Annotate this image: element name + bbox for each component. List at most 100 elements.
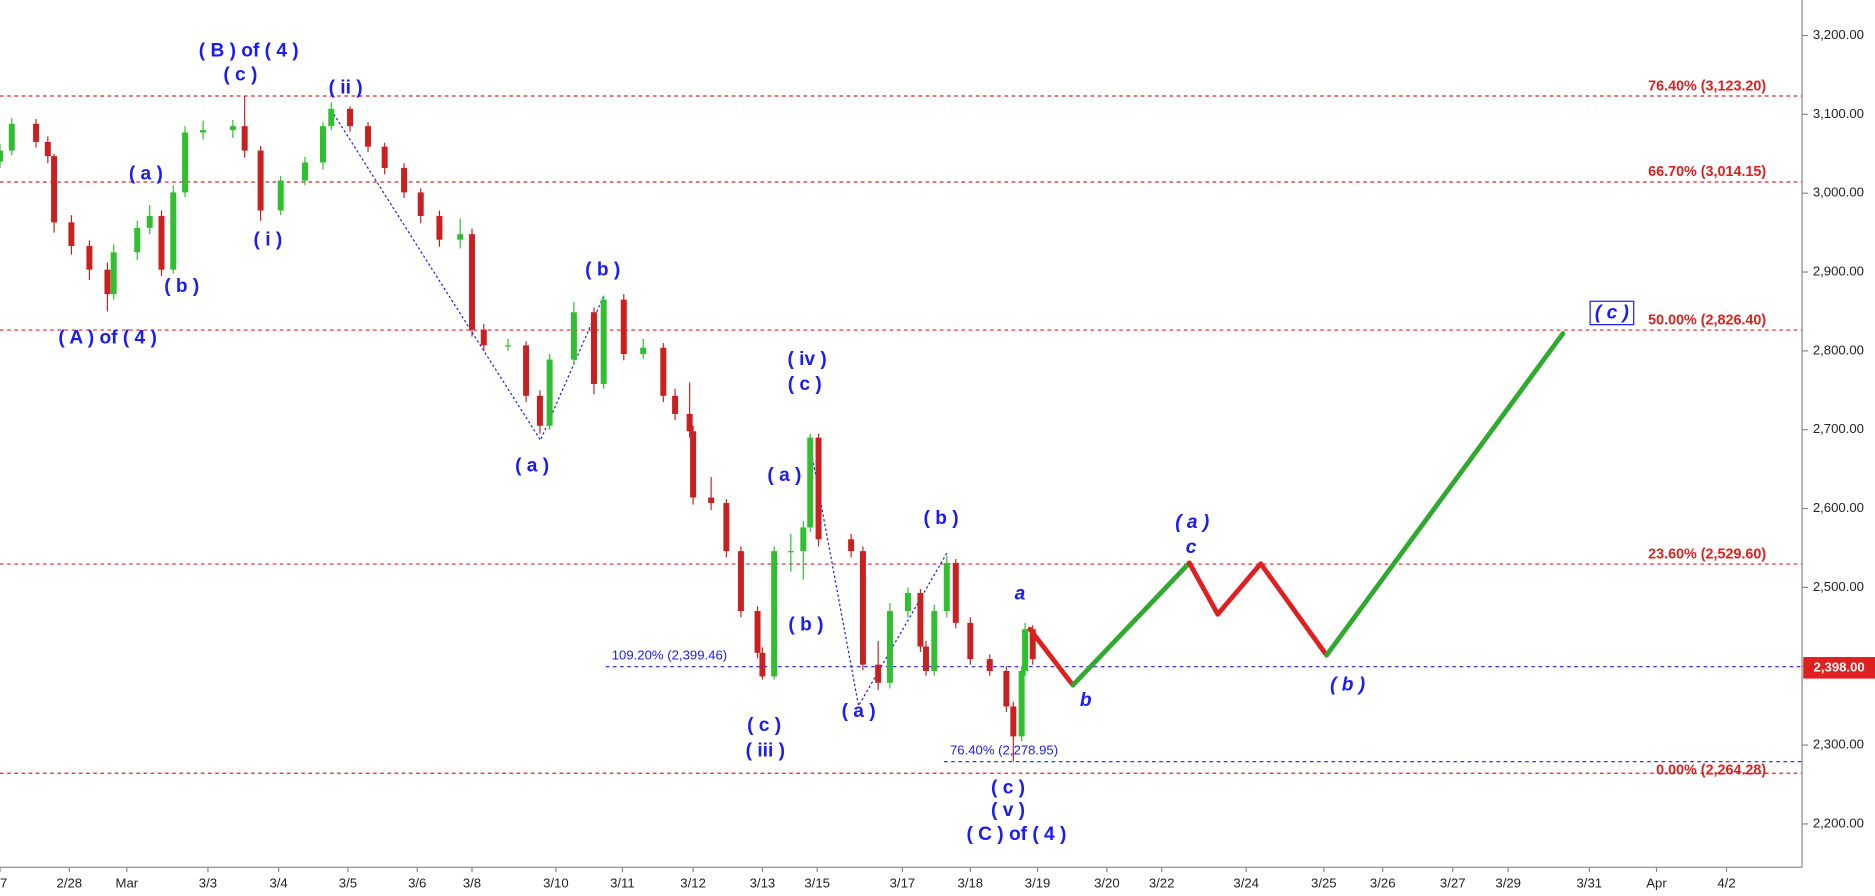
wave-label: ( B ) of ( 4 ) — [199, 40, 299, 61]
wave-label: ( A ) of ( 4 ) — [58, 328, 156, 349]
candle-body — [848, 539, 855, 552]
y-tick-label: 2,700.00 — [1813, 421, 1864, 436]
wave-label: ( i ) — [254, 229, 283, 250]
x-tick-label: 27 — [0, 876, 7, 891]
candle-body — [277, 180, 284, 211]
candle-body — [600, 299, 607, 384]
candle-body — [51, 156, 58, 223]
x-tick-label: 3/12 — [680, 876, 706, 891]
candle-body — [33, 123, 40, 142]
x-tick-label: 3/26 — [1370, 876, 1396, 891]
wave-connector — [330, 109, 605, 442]
x-tick-label: 3/10 — [543, 876, 569, 891]
candle-body — [257, 150, 264, 211]
candle-body — [170, 192, 177, 270]
x-tick-label: 3/25 — [1311, 876, 1337, 891]
level-label: 50.00% (2,826.40) — [1648, 312, 1766, 328]
wave-label: ( c ) — [223, 64, 257, 85]
candle-body — [922, 646, 929, 671]
wave-label: c — [1186, 537, 1197, 558]
wave-label: ( ii ) — [329, 78, 363, 99]
candle-body — [875, 664, 882, 683]
candle-body — [86, 245, 93, 270]
x-tick-label: 3/11 — [610, 876, 635, 891]
candle-body — [328, 108, 335, 127]
candle-body — [917, 592, 924, 647]
candle-body — [723, 503, 730, 552]
x-tick-label: 3/19 — [1025, 876, 1051, 891]
level-label: 0.00% (2,264.28) — [1656, 763, 1766, 779]
y-tick-label: 2,900.00 — [1813, 263, 1864, 278]
y-tick-label: 3,100.00 — [1813, 106, 1864, 121]
candle-body — [672, 395, 679, 414]
candle-body — [381, 146, 388, 168]
candle-body — [301, 162, 308, 181]
candle-body — [68, 222, 75, 246]
candle-body — [44, 141, 51, 157]
wave-label: ( C ) of ( 4 ) — [967, 824, 1067, 845]
y-tick-label: 2,800.00 — [1813, 342, 1864, 357]
projection-segment — [1186, 560, 1221, 617]
wave-label: ( a ) — [129, 164, 163, 185]
x-tick-label: 3/13 — [750, 876, 776, 891]
projection-segment — [1258, 561, 1329, 658]
candle-body — [182, 132, 189, 193]
candle-body — [319, 126, 326, 163]
candle-body — [931, 611, 938, 671]
wave-label: ( a ) — [515, 456, 549, 477]
x-tick-label: 3/4 — [269, 876, 287, 891]
wave-label: ( a ) — [767, 465, 801, 486]
candle-body — [686, 413, 693, 432]
candle-body — [1010, 706, 1017, 737]
x-tick-label: 3/8 — [463, 876, 481, 891]
candle-body — [815, 437, 822, 540]
projection-segment — [1070, 560, 1192, 688]
candle-body — [640, 347, 647, 355]
candle-body — [436, 216, 443, 240]
candle-body — [904, 592, 911, 612]
x-tick-label: 4/2 — [1717, 876, 1735, 891]
candle-body — [0, 150, 3, 162]
x-tick-label: 3/17 — [890, 876, 916, 891]
candle-body — [708, 497, 715, 504]
wave-label: ( b ) — [585, 259, 620, 280]
level-label: 76.40% (3,123.20) — [1648, 78, 1766, 94]
candle-body — [104, 269, 111, 295]
x-tick-label: 3/22 — [1149, 876, 1175, 891]
x-tick-label: 3/5 — [339, 876, 357, 891]
projection-segment — [1324, 331, 1566, 658]
x-tick-label: 2/28 — [57, 876, 83, 891]
candle-body — [754, 611, 761, 653]
candle-body — [523, 345, 530, 396]
y-tick-label: 2,500.00 — [1813, 579, 1864, 594]
candle-body — [986, 659, 993, 671]
level-label: 23.60% (2,529.60) — [1648, 546, 1766, 562]
wave-label: b — [1080, 690, 1092, 711]
x-tick-label: 3/24 — [1233, 876, 1259, 891]
candle-body — [690, 431, 697, 498]
candle-body — [787, 551, 794, 553]
candle-body — [469, 234, 475, 330]
candle-body — [620, 299, 627, 355]
candle-body — [759, 652, 766, 677]
wave-label: ( c ) — [747, 715, 781, 736]
candle-body — [546, 359, 553, 426]
candle-body — [800, 527, 807, 552]
candle-body — [660, 347, 667, 396]
y-tick-label: 2,200.00 — [1813, 815, 1864, 830]
candle-body — [146, 216, 153, 228]
y-tick-label: 3,200.00 — [1813, 27, 1864, 42]
level-label: 109.20% (2,399.46) — [612, 647, 727, 662]
candle-body — [967, 622, 974, 660]
x-tick-label: 3/20 — [1094, 876, 1120, 891]
wave-label: ( b ) — [924, 508, 959, 529]
x-tick-label: Apr — [1646, 876, 1667, 891]
price-tag — [1803, 657, 1875, 679]
candle-body — [229, 126, 236, 131]
candle-body — [859, 551, 866, 665]
candle-body — [8, 123, 15, 151]
wave-label: ( iv ) — [787, 349, 826, 370]
y-tick-label: 3,000.00 — [1813, 185, 1864, 200]
wave-label: ( c ) — [991, 777, 1025, 798]
